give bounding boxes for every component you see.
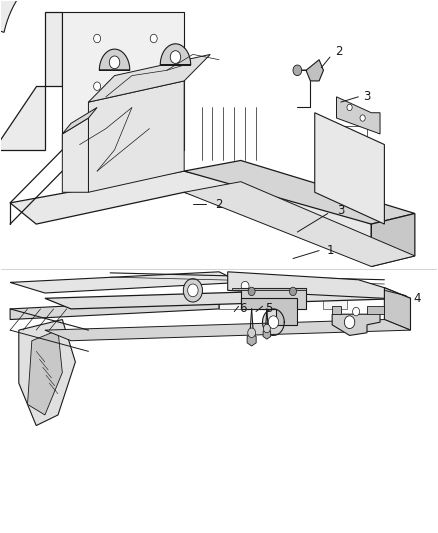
Text: 3: 3	[363, 90, 371, 103]
Polygon shape	[263, 328, 271, 339]
Polygon shape	[28, 330, 62, 415]
Polygon shape	[99, 49, 130, 70]
Circle shape	[353, 308, 360, 316]
Circle shape	[268, 316, 279, 328]
Circle shape	[187, 284, 198, 297]
Circle shape	[94, 34, 101, 43]
Bar	[271, 298, 295, 309]
Polygon shape	[241, 298, 297, 325]
Polygon shape	[10, 298, 219, 319]
Polygon shape	[160, 44, 191, 65]
Bar	[358, 150, 371, 160]
Polygon shape	[184, 182, 415, 266]
Bar	[119, 33, 136, 65]
Polygon shape	[315, 113, 385, 224]
Bar	[336, 126, 367, 139]
Polygon shape	[336, 97, 380, 134]
Polygon shape	[262, 309, 284, 335]
Bar	[80, 33, 97, 65]
Text: 2: 2	[215, 198, 223, 211]
Circle shape	[248, 328, 255, 337]
Bar	[297, 279, 321, 290]
Polygon shape	[62, 118, 88, 192]
Text: 5: 5	[265, 302, 273, 316]
Text: 1: 1	[326, 244, 334, 257]
Bar	[262, 279, 286, 290]
Polygon shape	[371, 214, 415, 266]
Polygon shape	[88, 81, 184, 192]
Bar	[323, 298, 347, 309]
Circle shape	[344, 316, 355, 328]
Bar	[88, 298, 113, 309]
Bar	[132, 298, 156, 309]
Bar	[80, 86, 97, 113]
Polygon shape	[10, 171, 371, 245]
Text: 6: 6	[239, 302, 247, 316]
Polygon shape	[241, 288, 306, 309]
Bar	[336, 150, 350, 160]
Polygon shape	[62, 12, 184, 150]
Circle shape	[184, 279, 202, 302]
Polygon shape	[88, 54, 210, 102]
Bar	[167, 298, 191, 309]
Bar	[332, 281, 350, 290]
Circle shape	[248, 287, 255, 296]
Polygon shape	[385, 288, 410, 330]
Polygon shape	[19, 319, 75, 425]
Circle shape	[110, 56, 120, 69]
Polygon shape	[332, 306, 341, 314]
Bar	[219, 298, 243, 309]
Bar	[119, 86, 136, 113]
Polygon shape	[45, 288, 410, 309]
Circle shape	[347, 104, 352, 111]
Polygon shape	[232, 288, 306, 290]
Polygon shape	[45, 319, 410, 341]
Circle shape	[360, 115, 365, 121]
Polygon shape	[302, 60, 323, 81]
Text: 4: 4	[413, 292, 421, 305]
Polygon shape	[367, 306, 385, 314]
Circle shape	[150, 82, 157, 91]
Circle shape	[241, 281, 249, 291]
Polygon shape	[0, 12, 62, 150]
Circle shape	[170, 51, 181, 63]
Polygon shape	[184, 160, 415, 224]
Polygon shape	[62, 108, 97, 134]
Circle shape	[263, 324, 270, 333]
Circle shape	[94, 82, 101, 91]
Polygon shape	[332, 312, 380, 335]
Circle shape	[150, 34, 157, 43]
Polygon shape	[247, 333, 256, 346]
Text: 3: 3	[337, 204, 345, 217]
Circle shape	[293, 65, 302, 76]
Polygon shape	[228, 272, 385, 298]
Polygon shape	[10, 272, 241, 293]
Text: 2: 2	[335, 45, 343, 58]
Polygon shape	[0, 0, 153, 33]
Circle shape	[290, 287, 297, 296]
